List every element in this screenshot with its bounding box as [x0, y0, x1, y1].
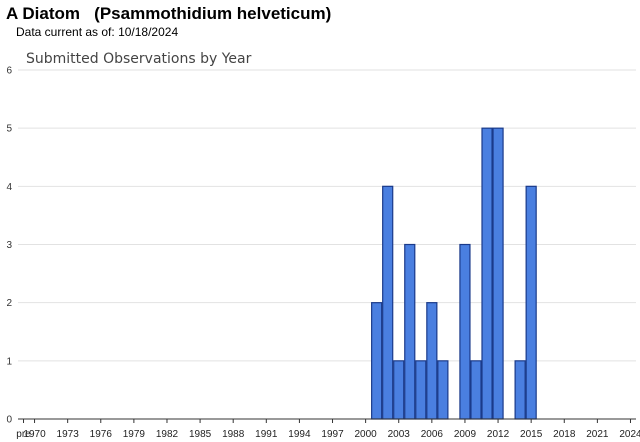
- x-tick-label: 2003: [388, 429, 411, 440]
- x-tick-label: 1979: [123, 429, 146, 440]
- x-tick-label: 2006: [421, 429, 444, 440]
- gridlines: [18, 69, 636, 362]
- x-tick-label: pre: [16, 429, 31, 440]
- bar-2014: [514, 360, 526, 420]
- x-tick-label: 2015: [520, 429, 543, 440]
- x-tick-label: 2021: [586, 429, 609, 440]
- bar-2007: [437, 360, 449, 420]
- y-tick-label: 2: [6, 298, 12, 309]
- x-tick-label: 2009: [454, 429, 477, 440]
- chart-title: Submitted Observations by Year: [26, 51, 252, 67]
- bar-2004: [404, 243, 416, 420]
- common-name: A Diatom: [6, 4, 80, 23]
- bar-2015: [525, 185, 537, 420]
- x-tick-label: 1973: [57, 429, 80, 440]
- x-tick-label: 1994: [288, 429, 311, 440]
- data-current-note: Data current as of: 10/18/2024: [16, 25, 178, 39]
- x-tick-label: 1976: [90, 429, 113, 440]
- bar-2006: [426, 302, 438, 420]
- y-tick-label: 5: [6, 124, 12, 135]
- bar-2009: [459, 243, 471, 420]
- x-tick-label: 1982: [156, 429, 179, 440]
- x-tick-label: 2018: [553, 429, 576, 440]
- scientific-name: (Psammothidium helveticum): [94, 4, 332, 23]
- x-tick-label: 2012: [487, 429, 510, 440]
- y-axis-ticks: 0 1 2 3 4 5 6: [6, 66, 12, 426]
- data-current-date: 10/18/2024: [118, 25, 179, 39]
- x-tick-label: 1985: [189, 429, 212, 440]
- data-current-label: Data current as of:: [16, 25, 115, 39]
- y-tick-label: 3: [6, 240, 12, 251]
- bars: [371, 127, 537, 420]
- x-tick-label: 1988: [222, 429, 245, 440]
- x-tick-label: 2000: [355, 429, 378, 440]
- bar-2010: [470, 360, 482, 420]
- bar-2003: [393, 360, 405, 420]
- bar-2001: [371, 302, 383, 420]
- x-tick-label: 1970: [23, 429, 46, 440]
- bar-2002: [382, 185, 394, 420]
- x-tick-label: 1991: [255, 429, 278, 440]
- y-tick-label: 0: [6, 415, 12, 426]
- bar-2005: [415, 360, 427, 420]
- y-tick-label: 1: [6, 356, 12, 367]
- y-tick-label: 4: [6, 182, 12, 193]
- species-title: A Diatom (Psammothidium helveticum): [6, 4, 331, 24]
- x-tick-label: 1997: [321, 429, 344, 440]
- y-tick-label: 6: [6, 66, 12, 77]
- bar-2011: [481, 127, 493, 420]
- bar-2012: [492, 127, 504, 420]
- x-tick-label: 2024: [619, 429, 640, 440]
